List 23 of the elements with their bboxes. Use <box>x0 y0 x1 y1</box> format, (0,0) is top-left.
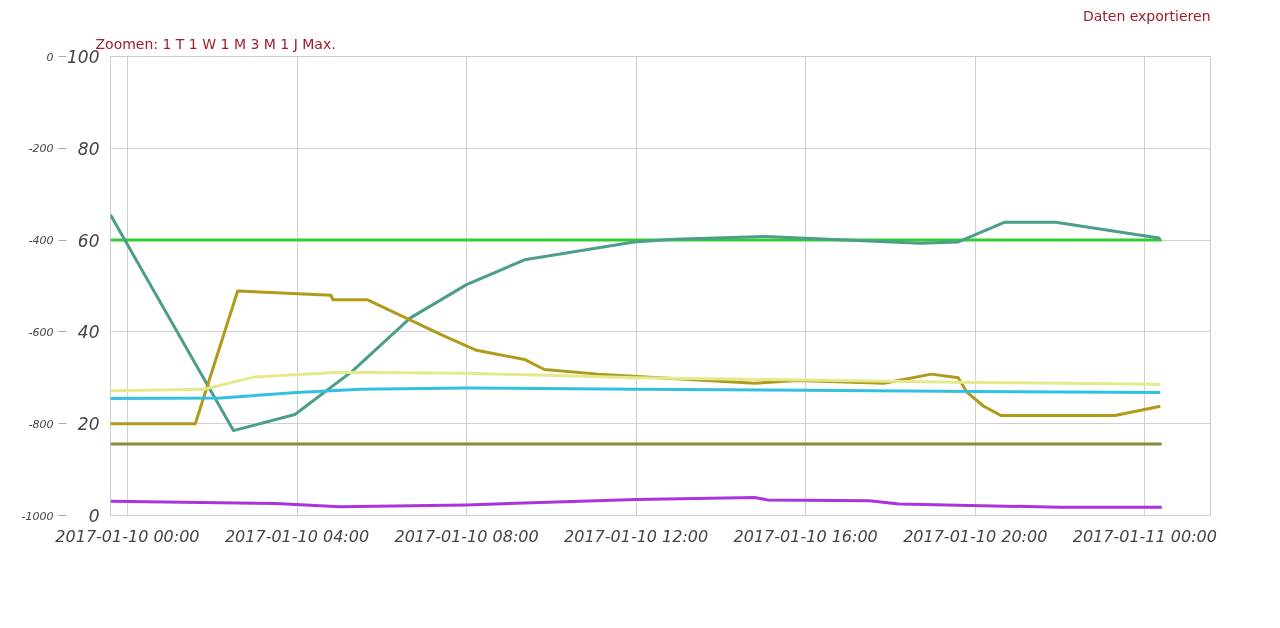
x-tick-label: 2017-01-10 08:00 <box>394 526 539 546</box>
x-tick-label: 2017-01-10 04:00 <box>224 526 370 546</box>
x-tick-label: 2017-01-10 00:00 <box>55 526 200 546</box>
y2-tick-label: -1000 <box>21 509 54 523</box>
y2-tick-label: 0 <box>46 50 54 64</box>
x-tick-label: 2017-01-10 20:00 <box>903 526 1048 546</box>
y-tick-label: 40 <box>77 322 100 343</box>
line-series <box>110 213 1162 433</box>
x-tick-label: 2017-01-10 12:00 <box>564 526 709 546</box>
y-tick-label: 0 <box>88 506 100 526</box>
y2-tick-label: -200 <box>28 142 54 156</box>
x-tick-label: 2017-01-11 00:00 <box>1072 526 1217 546</box>
y-tick-label: 20 <box>77 414 100 435</box>
y2-tick-label: -600 <box>28 325 54 339</box>
line-series <box>110 386 1162 400</box>
y-tick-label: 60 <box>77 230 100 251</box>
line-series <box>110 496 1164 509</box>
y2-tick-label: -400 <box>28 234 54 248</box>
x-tick-label: 2017-01-10 16:00 <box>733 526 878 546</box>
y-tick-label: 80 <box>77 138 100 159</box>
line-series <box>110 370 1162 393</box>
text: Daten exportieren <box>1082 7 1211 24</box>
y2-tick-label: -800 <box>28 417 54 431</box>
